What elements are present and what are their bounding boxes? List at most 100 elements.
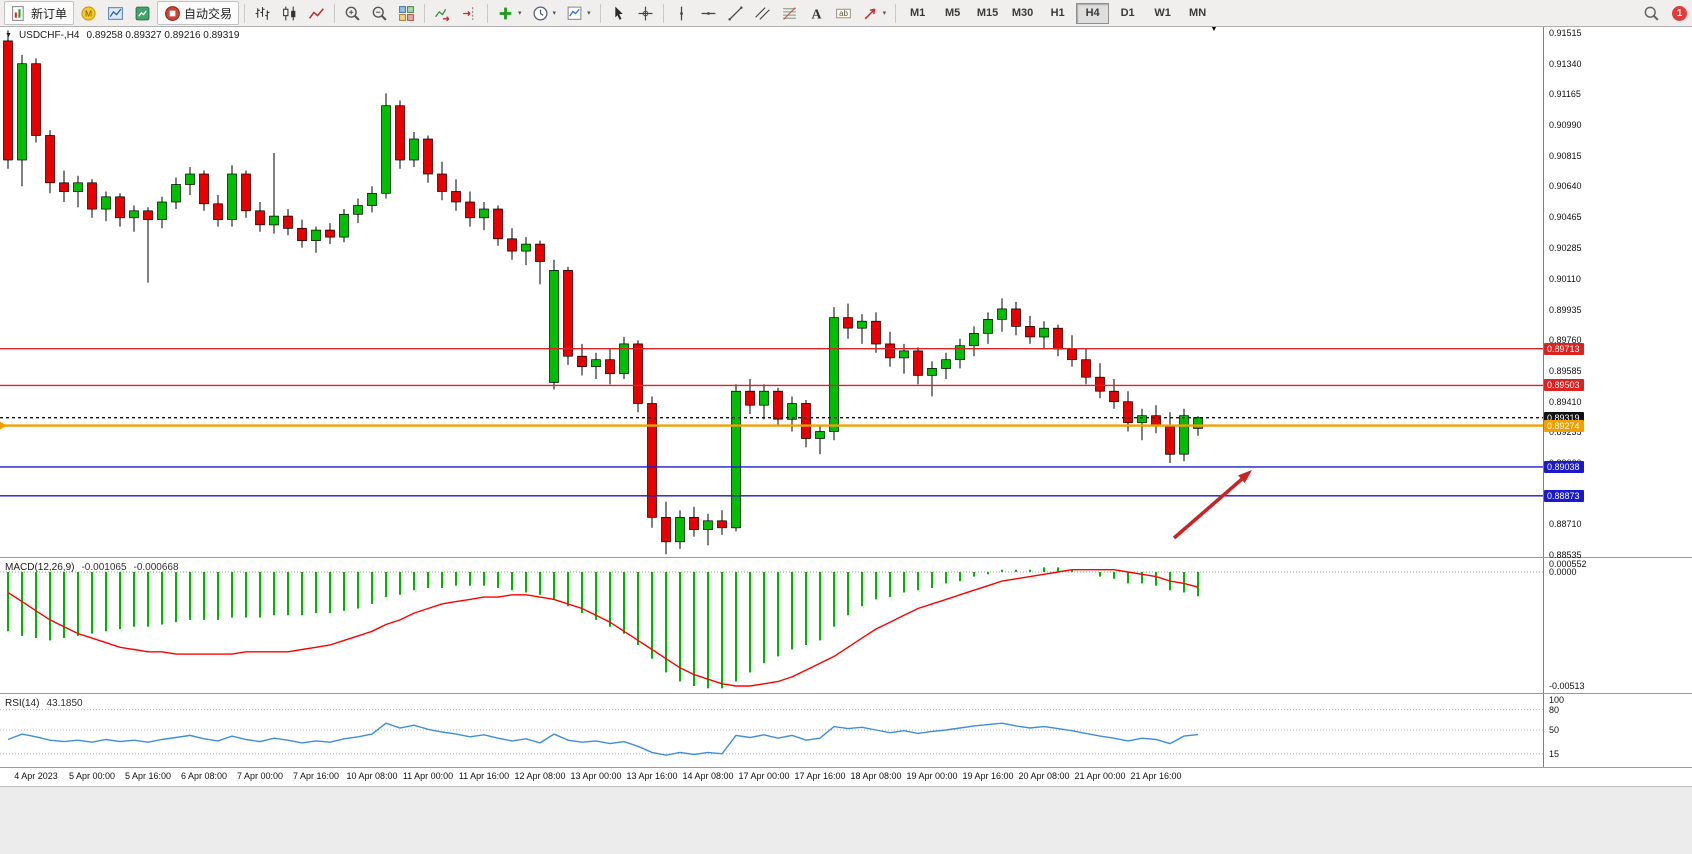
time-axis-label: 12 Apr 08:00 xyxy=(514,771,566,781)
time-axis-label: 6 Apr 08:00 xyxy=(180,771,228,781)
chart-profiles-icon xyxy=(107,5,124,22)
chart-menu-icon: ▼ xyxy=(5,32,12,39)
equidistant-channel-button[interactable] xyxy=(750,1,775,25)
vertical-line-button[interactable] xyxy=(669,1,694,25)
time-axis-label: 7 Apr 00:00 xyxy=(236,771,284,781)
macd-signal-value: -0.000668 xyxy=(133,562,179,573)
chart-profiles-button[interactable] xyxy=(103,1,128,25)
price-axis-label: 0.91165 xyxy=(1549,89,1581,100)
horizontal-line-button[interactable] xyxy=(696,1,721,25)
new-order-button[interactable]: 新订单 xyxy=(4,1,75,25)
rsi-axis-label: 50 xyxy=(1549,725,1560,735)
cursor-button[interactable] xyxy=(606,1,631,25)
timeframe-m15-button[interactable]: M15 xyxy=(976,7,999,19)
bar-chart-icon xyxy=(254,5,271,22)
auto-scroll-icon xyxy=(434,5,451,22)
time-axis-label: 21 Apr 16:00 xyxy=(1130,771,1182,781)
rsi-title: RSI(14) 43.1850 xyxy=(5,698,83,709)
periods-button[interactable]: ▾ xyxy=(528,1,561,25)
search-button[interactable] xyxy=(1639,1,1664,25)
templates-button[interactable]: ▾ xyxy=(562,1,595,25)
price-axis-label: 0.89235 xyxy=(1549,427,1582,438)
time-axis-label: 11 Apr 00:00 xyxy=(402,771,454,781)
toolbar-separator xyxy=(487,3,489,23)
periods-icon xyxy=(532,5,549,22)
rsi-chart[interactable] xyxy=(0,694,1543,772)
zoom-in-icon xyxy=(344,5,361,22)
time-axis-label: 4 Apr 2023 xyxy=(14,771,58,781)
bar-chart-button[interactable] xyxy=(250,1,275,25)
timeframe-mn-button[interactable]: MN xyxy=(1189,7,1207,19)
autotrade-button[interactable]: 自动交易 xyxy=(157,1,240,25)
chart-shift-button[interactable] xyxy=(457,1,482,25)
chevron-down-icon: ▾ xyxy=(518,10,522,17)
timeframe-m30-button[interactable]: M30 xyxy=(1011,7,1034,19)
price-axis-label: 0.90990 xyxy=(1549,119,1582,130)
toolbar-separator xyxy=(599,3,601,23)
market-watch-button[interactable] xyxy=(130,1,155,25)
timeframe-h1-button[interactable]: H1 xyxy=(1050,7,1065,19)
chart-stack: ▼ USDCHF-,H4 0.89258 0.89327 0.89216 0.8… xyxy=(0,24,1692,787)
templates-icon xyxy=(566,5,583,22)
fibonacci-button[interactable] xyxy=(777,1,802,25)
tile-windows-button[interactable] xyxy=(394,1,419,25)
trend-line-button[interactable] xyxy=(723,1,748,25)
chevron-down-icon: ▾ xyxy=(587,10,591,17)
price-axis-label: 0.90640 xyxy=(1549,181,1582,192)
macd-signal-line xyxy=(7,568,1199,687)
price-axis-label: 0.88535 xyxy=(1549,550,1582,560)
time-axis-label: 20 Apr 08:00 xyxy=(1018,771,1070,781)
text-label-button[interactable]: ab xyxy=(831,1,856,25)
crosshair-button[interactable] xyxy=(633,1,658,25)
price-tag-order: 0.89274 xyxy=(1544,419,1584,432)
mql5-icon: M xyxy=(80,5,97,22)
mql5-button[interactable]: M xyxy=(76,1,101,25)
notification-badge[interactable]: 1 xyxy=(1672,5,1687,21)
candle-chart-button[interactable] xyxy=(277,1,302,25)
macd-name: MACD(12,26,9) xyxy=(5,562,75,573)
zoom-in-button[interactable] xyxy=(340,1,365,25)
price-panel: ▼ USDCHF-,H4 0.89258 0.89327 0.89216 0.8… xyxy=(0,24,1692,560)
timeframe-w1-button[interactable]: W1 xyxy=(1154,7,1171,19)
line-chart-button[interactable] xyxy=(304,1,329,25)
time-axis-label: 10 Apr 08:00 xyxy=(346,771,398,781)
text-button[interactable]: A xyxy=(804,1,829,25)
time-axis-label: 13 Apr 16:00 xyxy=(626,771,678,781)
time-axis[interactable]: 4 Apr 2023 5 Apr 00:00 5 Apr 16:00 6 Apr 08… xyxy=(0,768,1692,787)
candle-chart-icon xyxy=(281,5,298,22)
tile-windows-icon xyxy=(398,5,415,22)
toolbar-separator xyxy=(424,3,426,23)
auto-scroll-button[interactable] xyxy=(430,1,455,25)
trend-line-icon xyxy=(727,5,744,22)
macd-axis-label: 0.0000 xyxy=(1549,567,1577,577)
crosshair-icon xyxy=(637,5,654,22)
timeframe-h4-button[interactable]: H4 xyxy=(1076,2,1110,24)
price-axis[interactable]: 0.91515 0.91340 0.91165 0.90990 0.90815 0.906… xyxy=(1543,26,1692,560)
arrows-button[interactable]: ▾ xyxy=(858,1,891,25)
time-axis-label: 13 Apr 00:00 xyxy=(570,771,622,781)
rsi-axis[interactable]: 100 80 50 15 xyxy=(1543,694,1692,767)
macd-chart[interactable] xyxy=(0,558,1543,698)
autotrade-icon xyxy=(164,5,181,22)
rsi-line xyxy=(7,722,1199,756)
price-chart[interactable] xyxy=(0,26,1543,562)
macd-panel: MACD(12,26,9) -0.001065 -0.000668 0.0005… xyxy=(0,558,1692,694)
order-line-marker-icon xyxy=(0,421,7,430)
trend-arrow-annotation[interactable] xyxy=(1172,470,1252,540)
timeframe-m1-button[interactable]: M1 xyxy=(909,7,926,19)
bottom-strip xyxy=(0,786,1692,854)
fibonacci-icon xyxy=(781,5,798,22)
time-axis-label: 21 Apr 00:00 xyxy=(1074,771,1126,781)
price-axis-label: 0.90815 xyxy=(1549,150,1582,161)
zoom-out-button[interactable] xyxy=(367,1,392,25)
indicators-button[interactable]: ▾ xyxy=(493,1,526,25)
timeframe-d1-button[interactable]: D1 xyxy=(1120,7,1135,19)
macd-axis[interactable]: 0.000552 0.0000 -0.00513 xyxy=(1543,558,1692,693)
new-order-label: 新订单 xyxy=(31,6,68,21)
time-axis-label: 17 Apr 16:00 xyxy=(794,771,846,781)
timeframe-m5-button[interactable]: M5 xyxy=(944,7,961,19)
price-axis-label: 0.91340 xyxy=(1549,58,1582,69)
toolbar-separator xyxy=(895,3,897,23)
